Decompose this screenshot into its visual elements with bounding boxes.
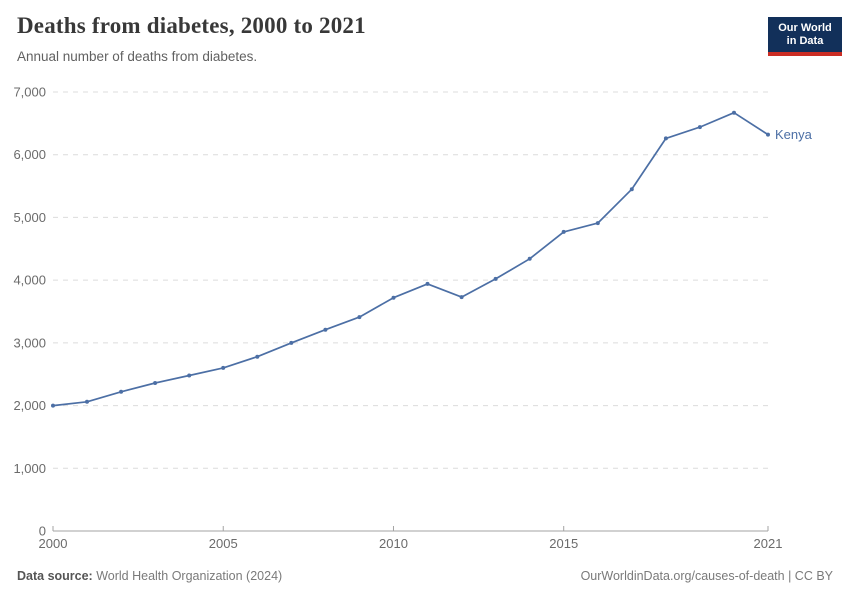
chart-subtitle: Annual number of deaths from diabetes. xyxy=(17,49,258,64)
data-source-value: World Health Organization (2024) xyxy=(92,569,283,583)
data-point xyxy=(187,373,192,378)
data-point xyxy=(289,340,294,345)
data-point xyxy=(629,187,634,192)
data-point xyxy=(51,403,55,408)
data-point xyxy=(255,354,260,359)
data-source-note: Data source: World Health Organization (… xyxy=(17,569,282,583)
data-point xyxy=(357,315,362,320)
data-line-kenya xyxy=(52,111,769,407)
data-point xyxy=(459,295,464,300)
data-point xyxy=(323,327,328,332)
x-tick-label: 2010 xyxy=(379,536,408,551)
data-point xyxy=(85,399,89,404)
y-tick-label: 7,000 xyxy=(13,85,46,100)
credit-line: OurWorldinData.org/causes-of-death | CC … xyxy=(580,569,833,583)
y-tick-label: 6,000 xyxy=(13,147,46,162)
y-tick-label: 4,000 xyxy=(13,273,46,288)
data-point xyxy=(766,132,770,137)
y-tick-label: 0 xyxy=(39,524,46,539)
owid-logo: Our World in Data xyxy=(768,17,842,56)
x-tick-label: 2000 xyxy=(39,536,68,551)
y-tick-label: 2,000 xyxy=(13,398,46,413)
data-point xyxy=(697,125,702,130)
x-tick-label: 2015 xyxy=(549,536,578,551)
y-tick-label: 3,000 xyxy=(13,335,46,350)
y-tick-label: 1,000 xyxy=(13,461,46,476)
data-point xyxy=(561,229,566,234)
data-point xyxy=(119,389,124,394)
x-tick-label: 2021 xyxy=(754,536,783,551)
logo-text-line1: Our World xyxy=(778,22,832,34)
data-point xyxy=(425,281,430,286)
data-point xyxy=(663,136,668,141)
y-tick-label: 5,000 xyxy=(13,210,46,225)
chart-title: Deaths from diabetes, 2000 to 2021 xyxy=(17,13,366,38)
data-point xyxy=(527,256,532,261)
data-point xyxy=(391,295,396,300)
data-source-label: Data source: xyxy=(17,569,93,583)
data-point xyxy=(153,381,158,385)
logo-text-line2: in Data xyxy=(786,35,824,47)
data-point xyxy=(493,276,498,281)
data-point xyxy=(732,110,736,115)
data-point xyxy=(221,365,226,370)
data-point xyxy=(595,221,600,226)
x-tick-label: 2005 xyxy=(209,536,238,551)
series-label-kenya: Kenya xyxy=(775,127,813,142)
